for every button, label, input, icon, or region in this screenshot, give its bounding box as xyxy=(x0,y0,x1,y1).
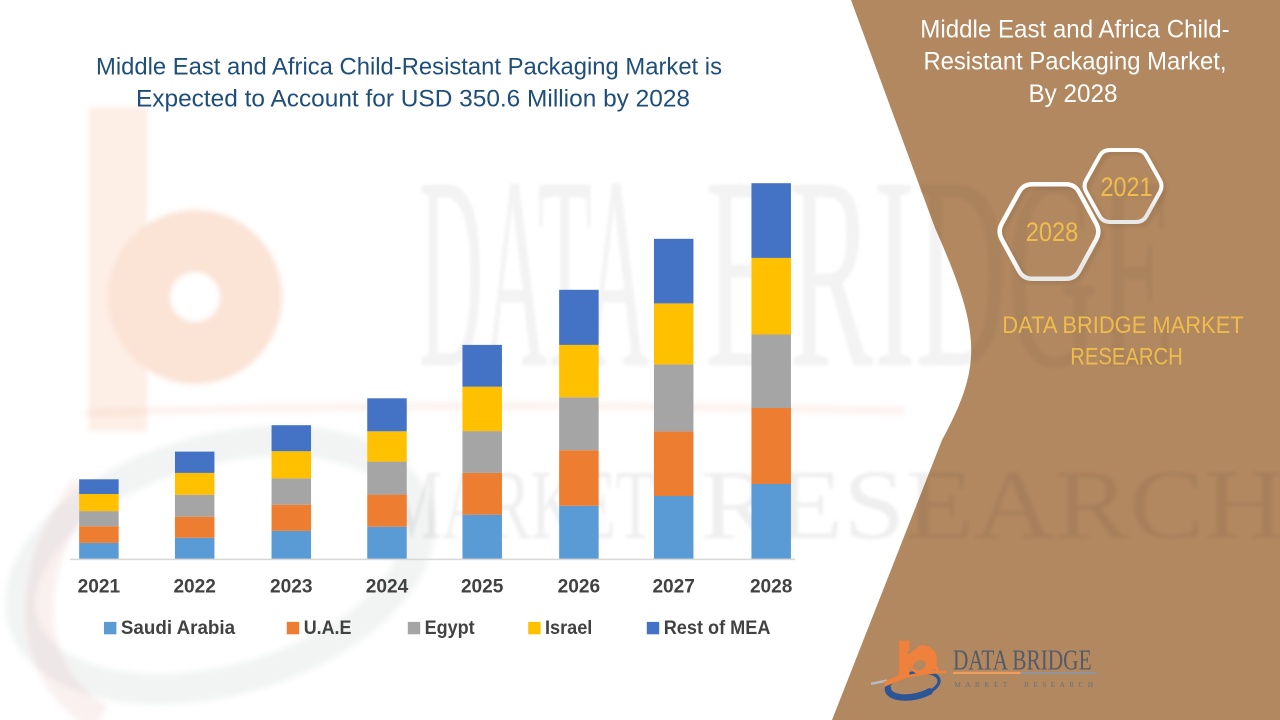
svg-text:Middle East and Africa Child-: Middle East and Africa Child- xyxy=(920,16,1229,44)
svg-text:2025: 2025 xyxy=(461,576,504,598)
svg-text:DATA: DATA xyxy=(419,121,649,425)
svg-text:2021: 2021 xyxy=(78,576,121,598)
svg-text:Expected to Account for USD 35: Expected to Account for USD 350.6 Millio… xyxy=(136,86,690,113)
svg-text:2026: 2026 xyxy=(558,576,601,598)
svg-text:DATA BRIDGE MARKET: DATA BRIDGE MARKET xyxy=(1002,312,1243,339)
svg-text:2028: 2028 xyxy=(750,576,793,598)
svg-text:2027: 2027 xyxy=(652,576,695,598)
svg-text:Middle East and Africa Child-R: Middle East and Africa Child-Resistant P… xyxy=(96,54,722,81)
svg-text:2023: 2023 xyxy=(270,576,313,598)
svg-text:MARKET: MARKET xyxy=(385,449,655,560)
svg-text:U.A.E: U.A.E xyxy=(304,618,352,639)
svg-text:Israel: Israel xyxy=(545,618,592,639)
svg-text:By 2028: By 2028 xyxy=(1029,80,1118,108)
svg-text:Egypt: Egypt xyxy=(425,618,476,639)
svg-text:Resistant Packaging Market,: Resistant Packaging Market, xyxy=(923,48,1226,76)
svg-text:Saudi Arabia: Saudi Arabia xyxy=(121,618,236,639)
svg-text:RESEARCH: RESEARCH xyxy=(700,449,1280,560)
svg-text:2024: 2024 xyxy=(366,576,409,598)
svg-text:2022: 2022 xyxy=(173,576,216,598)
svg-text:MARKET RESEARCH: MARKET RESEARCH xyxy=(955,681,1094,689)
svg-text:Rest of MEA: Rest of MEA xyxy=(664,618,771,639)
svg-text:2021: 2021 xyxy=(1101,172,1153,202)
svg-text:DATA BRIDGE: DATA BRIDGE xyxy=(953,646,1092,677)
svg-text:2028: 2028 xyxy=(1026,217,1079,247)
svg-text:RESEARCH: RESEARCH xyxy=(1070,344,1183,371)
